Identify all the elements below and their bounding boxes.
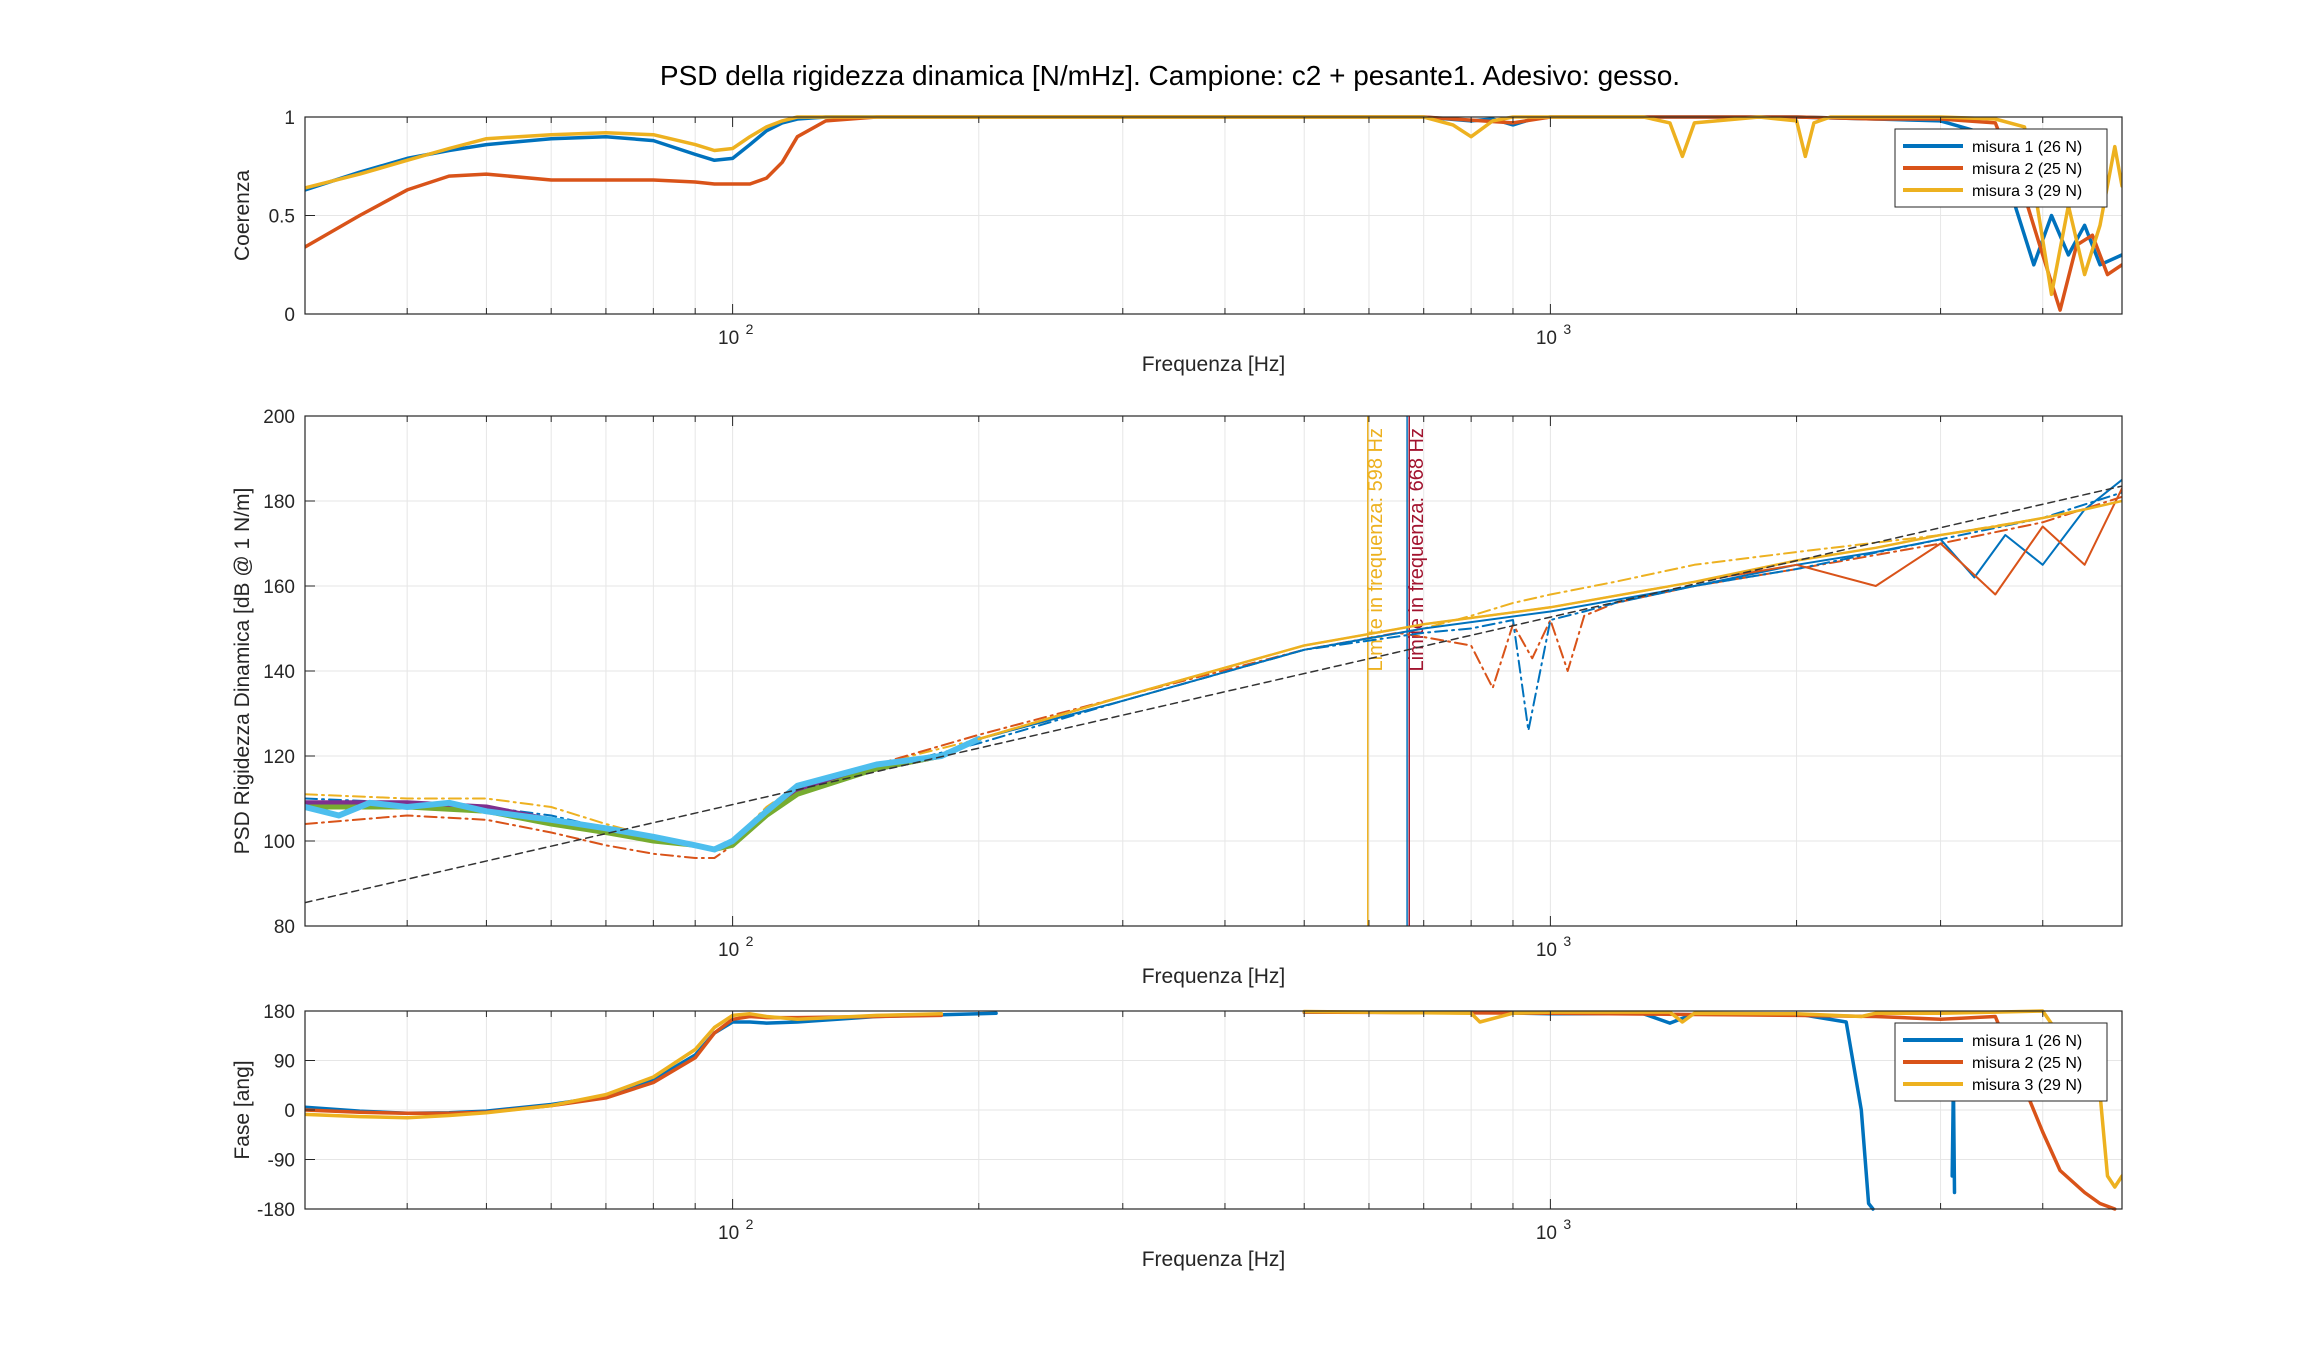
legend-entry: misura 1 (26 N)	[1972, 1033, 2082, 1050]
y-tick-label: 200	[263, 407, 295, 428]
series-line	[305, 1012, 944, 1120]
series-line	[305, 485, 2122, 904]
legend-entry: misura 3 (29 N)	[1972, 1077, 2082, 1094]
x-tick-label: 10	[718, 1223, 739, 1244]
y-tick-label: 0	[284, 305, 295, 326]
frequency-limit-label: Limite in frequenza: 668 Hz	[1406, 428, 1428, 671]
x-tick-exponent: 3	[1563, 933, 1571, 949]
y-tick-label: 180	[263, 1002, 295, 1023]
legend-entry: misura 2 (25 N)	[1972, 1055, 2082, 1072]
x-tick-label: 10	[718, 940, 739, 961]
y-axis-label: Coerenza	[231, 170, 254, 261]
coherence-legend: misura 1 (26 N) misura 2 (25 N) misura 3 (…	[1894, 128, 2108, 208]
series-line	[977, 478, 2122, 740]
x-tick-label: 10	[1536, 1223, 1557, 1244]
x-tick-exponent: 3	[1563, 321, 1571, 337]
y-tick-label: 160	[263, 577, 295, 598]
coherence-axes: 0 0.5 1 10 2 10 3 Frequenza [Hz] Coerenza misura …	[231, 108, 2123, 376]
y-axis-label: Fase [ang]	[231, 1060, 254, 1159]
y-tick-label: 0.5	[269, 207, 295, 228]
y-axis-label: PSD Rigidezza Dinamica [dB @ 1 N/m]	[231, 488, 254, 855]
y-tick-label: 80	[274, 917, 295, 938]
y-tick-label: 1	[284, 108, 295, 129]
y-tick-label: -90	[268, 1151, 295, 1172]
legend-entry: misura 3 (29 N)	[1972, 183, 2082, 200]
psd-series	[305, 478, 2122, 904]
frequency-limit-label: Limite in frequenza: 598 Hz	[1365, 428, 1387, 671]
y-tick-label: 120	[263, 747, 295, 768]
phase-series	[305, 1009, 2122, 1211]
x-tick-label: 10	[1536, 328, 1557, 349]
series-line	[305, 115, 2122, 297]
phase-axes: -180 -90 0 90 180 10 2 10 3 Frequenza [Hz] Fase [a…	[231, 1002, 2123, 1271]
x-tick-label: 10	[718, 328, 739, 349]
x-tick-exponent: 2	[746, 933, 754, 949]
x-axis-label: Frequenza [Hz]	[1142, 965, 1286, 988]
y-tick-label: -180	[257, 1200, 295, 1221]
x-tick-exponent: 2	[746, 321, 754, 337]
series-line	[1302, 1009, 2122, 1189]
phase-legend: misura 1 (26 N) misura 2 (25 N) misura 3 (…	[1894, 1022, 2108, 1102]
series-line	[305, 736, 982, 853]
y-tick-label: 90	[274, 1052, 295, 1073]
y-tick-label: 140	[263, 662, 295, 683]
x-tick-label: 10	[1536, 940, 1557, 961]
y-tick-label: 0	[284, 1101, 295, 1122]
x-axis-label: Frequenza [Hz]	[1142, 1248, 1286, 1271]
legend-entry: misura 1 (26 N)	[1972, 139, 2082, 156]
x-tick-exponent: 3	[1563, 1216, 1571, 1232]
y-tick-label: 180	[263, 492, 295, 513]
psd-axes: Limite in frequenza: 598 Hz Limite in fre…	[231, 407, 2123, 988]
figure-title: PSD della rigidezza dinamica [N/mHz]. Ca…	[660, 60, 1680, 91]
legend-entry: misura 2 (25 N)	[1972, 161, 2082, 178]
x-axis-label: Frequenza [Hz]	[1142, 353, 1286, 376]
x-tick-exponent: 2	[746, 1216, 754, 1232]
y-tick-label: 100	[263, 832, 295, 853]
